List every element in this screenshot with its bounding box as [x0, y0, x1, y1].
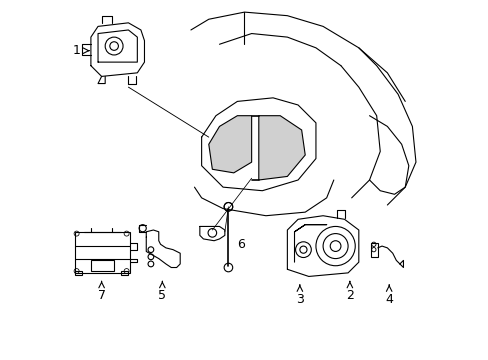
Bar [75, 271, 82, 275]
Polygon shape [258, 116, 305, 180]
Text: 2: 2 [345, 289, 353, 302]
Bar [121, 271, 128, 275]
Text: 4: 4 [385, 293, 392, 306]
Bar [75, 232, 130, 273]
Bar [91, 260, 114, 271]
Polygon shape [208, 116, 251, 173]
Text: 1: 1 [72, 44, 80, 57]
Circle shape [224, 203, 232, 211]
Text: 7: 7 [98, 289, 105, 302]
Text: 5: 5 [158, 289, 166, 302]
Text: 3: 3 [295, 293, 303, 306]
Bar [370, 243, 377, 257]
Text: 6: 6 [237, 238, 244, 251]
